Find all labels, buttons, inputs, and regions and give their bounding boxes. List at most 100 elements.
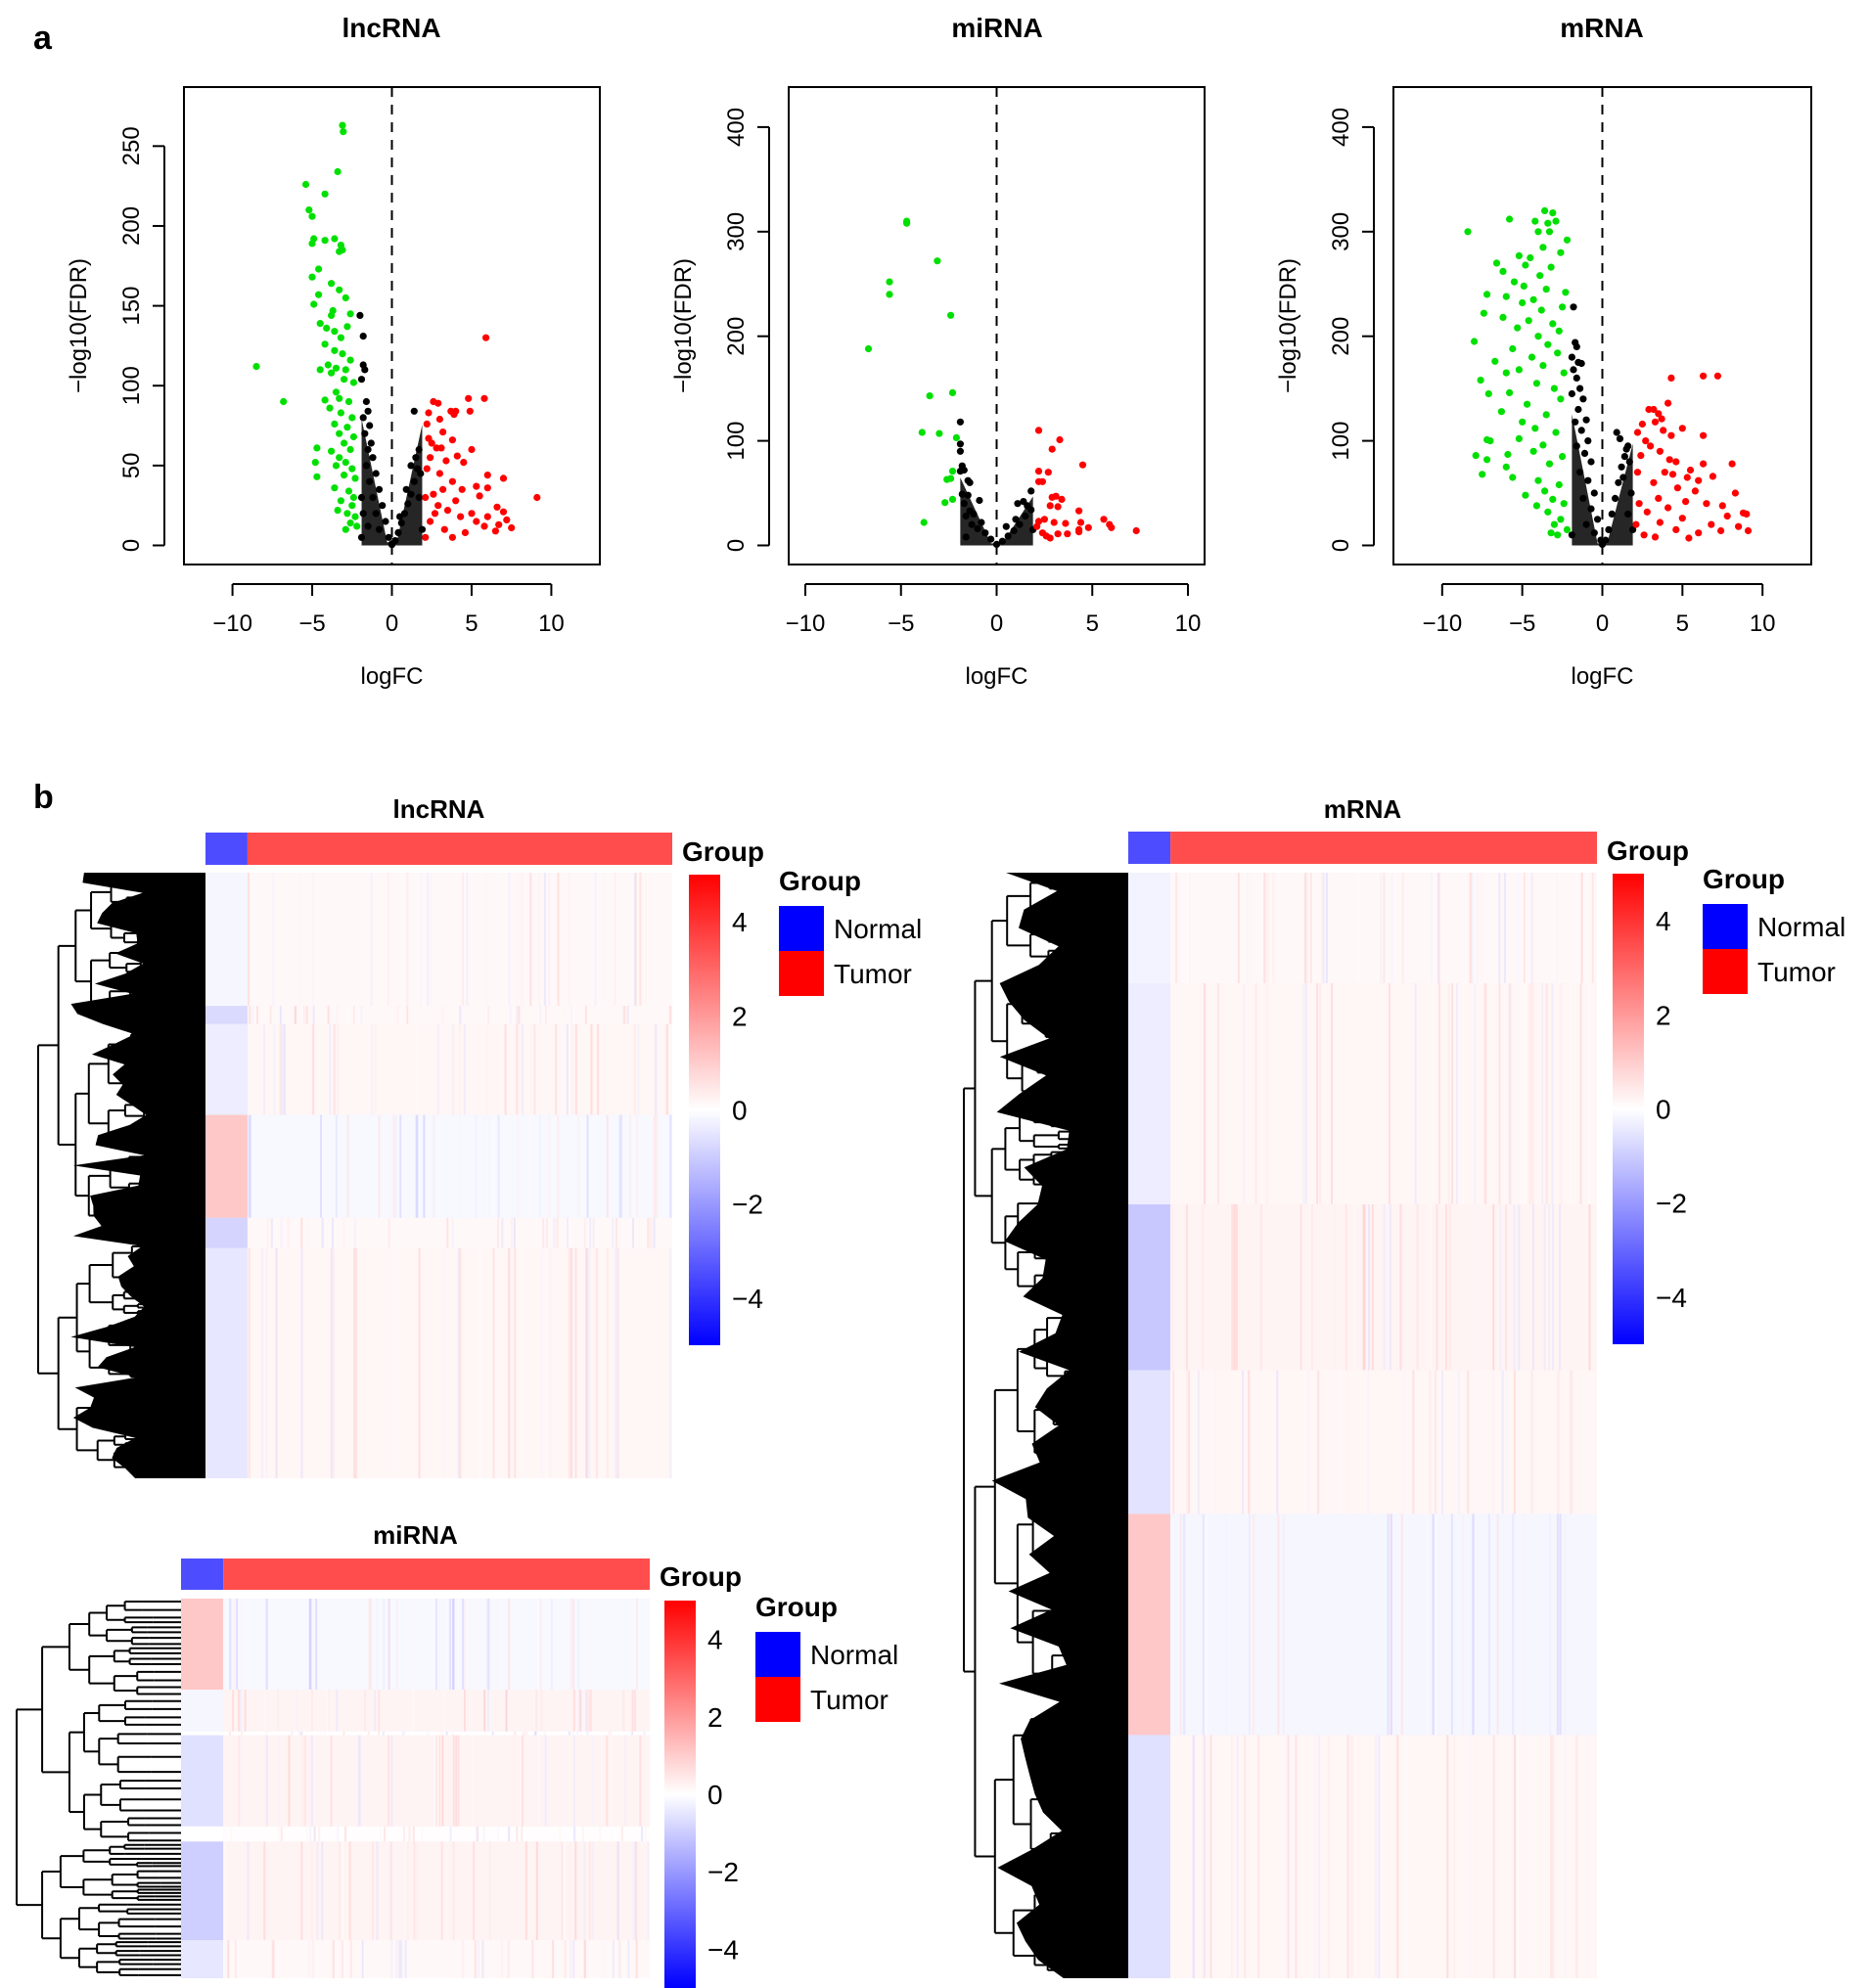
heatmap-stripe [238,1690,240,1732]
heatmap-stripe [517,1114,520,1218]
annotation-label: Group [1607,836,1689,866]
heatmap-stripe [359,1735,362,1827]
heatmap-stripe [421,1826,424,1842]
heatmap-stripe [1564,1735,1567,1978]
heatmap-stripe [535,1690,538,1732]
point-down [331,346,339,354]
point-up [1046,534,1054,542]
legend-label-normal: Normal [1757,912,1846,942]
heatmap-stripe [1476,1735,1479,1978]
heatmap-stripe [1477,1204,1480,1371]
heatmap-stripe [383,1599,386,1691]
heatmap-stripe [522,1735,524,1827]
heatmap-stripe [577,1599,580,1691]
heatmap-stripe [654,1114,657,1218]
heatmap-stripe [451,1217,454,1248]
heatmap-stripe [1591,873,1594,983]
heatmap-stripe [612,1940,615,1978]
point-ns [1584,437,1592,445]
point-down [316,366,324,374]
point-up [503,516,511,524]
x-axis-label: logFC [965,663,1027,690]
heatmap-stripe [631,1690,634,1732]
point-down [346,520,354,527]
heatmap-stripe [404,1841,407,1941]
point-down [334,167,342,176]
heatmap-stripe [1183,1514,1186,1736]
heatmap-stripe [539,1114,541,1218]
heatmap-stripe [483,1690,486,1732]
heatmap-stripe [309,1599,312,1691]
heatmap-block-tumor [247,1006,672,1024]
heatmap-stripe [522,1023,524,1115]
heatmap-stripe [544,1247,547,1478]
heatmap-stripe [1453,1735,1456,1978]
point-ns [1616,434,1624,442]
heatmap-stripe [429,873,432,1007]
heatmap-stripe [624,1735,627,1827]
heatmap-stripe [559,1826,562,1842]
point-up [495,520,503,528]
point-down [341,376,348,384]
heatmap-stripe [635,1940,638,1978]
heatmap-stripe [477,1826,479,1842]
point-down [864,344,873,353]
heatmap-stripe [1304,983,1307,1204]
x-axis-label: logFC [1571,663,1633,690]
point-up [427,454,434,462]
point-down [1557,395,1565,403]
heatmap-stripe [441,1731,444,1736]
heatmap-stripe [283,1841,286,1941]
heatmap-stripe [571,1006,574,1024]
heatmap-stripe [390,1114,393,1218]
heatmap-stripe [1189,873,1192,983]
heatmap-stripe [645,873,648,1007]
heatmap-stripe [463,1599,466,1691]
heatmap-stripe [387,1735,390,1827]
point-up [422,533,430,541]
point-down [1532,502,1540,510]
heatmap-stripe [482,1826,485,1842]
point-down [1544,508,1552,516]
point-down [920,519,928,526]
heatmap-stripe [1429,1204,1432,1371]
heatmap-stripe [644,1826,647,1842]
heatmap-stripe [587,1690,590,1732]
point-down [308,212,316,220]
row-dendrogram [16,1601,181,1976]
heatmap-stripe [585,1247,588,1478]
heatmap-stripe [1390,873,1393,983]
heatmap-stripe [1172,1370,1175,1514]
x-tick-label: −5 [1509,610,1535,637]
point-down [1480,309,1487,317]
colorbar-tick-label: 4 [707,1625,723,1655]
point-ns [1608,510,1616,519]
heatmap-cells [181,1599,651,1978]
heatmap-stripe [488,1114,491,1218]
heatmap-stripe [1339,1370,1341,1514]
heatmap-stripe [629,1114,632,1218]
heatmap-stripe [521,1247,523,1478]
point-down [348,502,356,510]
point-up [448,533,456,541]
heatmap-stripe [1277,1514,1280,1736]
heatmap-stripe [434,1735,437,1827]
point-down [1522,261,1529,269]
heatmap-stripe [655,1023,658,1115]
point-down [1536,272,1544,280]
heatmap-stripe [572,1690,575,1732]
point-up [428,439,435,447]
heatmap-stripe [389,1841,392,1941]
point-down [1557,248,1565,256]
annotation-tumor [223,1559,651,1590]
point-down [1504,450,1512,459]
heatmap-stripe [406,1006,409,1024]
heatmap-stripe [535,1731,538,1736]
heatmap-stripe [322,1217,324,1248]
point-down [886,278,893,286]
heatmap-stripe [1193,1735,1195,1978]
heatmap-stripe [1512,1514,1515,1736]
heatmap-stripe [479,1247,481,1478]
heatmap-block-normal [205,873,248,1007]
point-ns [359,333,367,340]
